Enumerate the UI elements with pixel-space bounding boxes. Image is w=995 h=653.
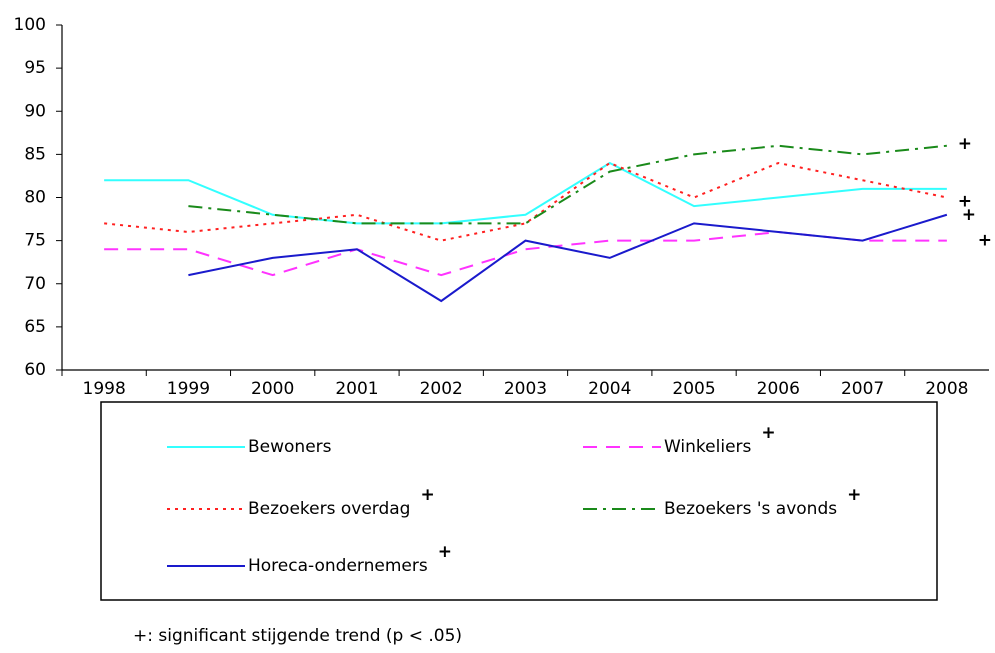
y-tick-label: 95 <box>24 58 46 78</box>
legend-label: Bezoekers overdag <box>248 499 410 519</box>
trend-mark: + <box>978 231 992 251</box>
trend-mark: + <box>438 542 452 562</box>
trend-mark: + <box>958 134 972 154</box>
y-tick-label: 70 <box>24 274 46 294</box>
x-tick-label: 2000 <box>251 379 294 399</box>
x-tick-label: 2004 <box>588 379 631 399</box>
footnote: +: significant stijgende trend (p < .05) <box>133 626 462 646</box>
x-tick-label: 2005 <box>672 379 715 399</box>
series-line <box>104 161 947 225</box>
trend-mark: + <box>958 192 972 212</box>
legend-box <box>100 401 938 601</box>
y-tick-label: 90 <box>24 101 46 121</box>
trend-mark: + <box>761 423 775 443</box>
y-tick-label: 60 <box>24 360 46 380</box>
x-tick-label: 2001 <box>335 379 378 399</box>
legend-label: Bewoners <box>248 437 332 457</box>
x-tick-label: 2006 <box>757 379 800 399</box>
trend-mark: + <box>962 205 976 225</box>
y-tick-label: 65 <box>24 317 46 337</box>
trend-mark: + <box>847 485 861 505</box>
x-tick-label: 2002 <box>420 379 463 399</box>
x-tick-label: 1999 <box>167 379 210 399</box>
series-line <box>104 230 947 277</box>
x-tick-label: 2008 <box>925 379 968 399</box>
legend-label: Horeca-ondernemers <box>248 556 428 576</box>
x-tick-label: 1998 <box>83 379 126 399</box>
trend-mark: + <box>420 485 434 505</box>
y-tick-label: 100 <box>14 15 46 35</box>
series-line <box>104 161 948 242</box>
y-tick-label: 80 <box>24 188 46 208</box>
series-line <box>188 213 948 303</box>
legend-label: Winkeliers <box>664 437 752 457</box>
x-tick-label: 2007 <box>841 379 884 399</box>
series-line <box>188 144 947 225</box>
y-tick-label: 75 <box>24 231 46 251</box>
legend-label: Bezoekers 's avonds <box>664 499 837 519</box>
y-tick-label: 85 <box>24 144 46 164</box>
x-tick-label: 2003 <box>504 379 547 399</box>
